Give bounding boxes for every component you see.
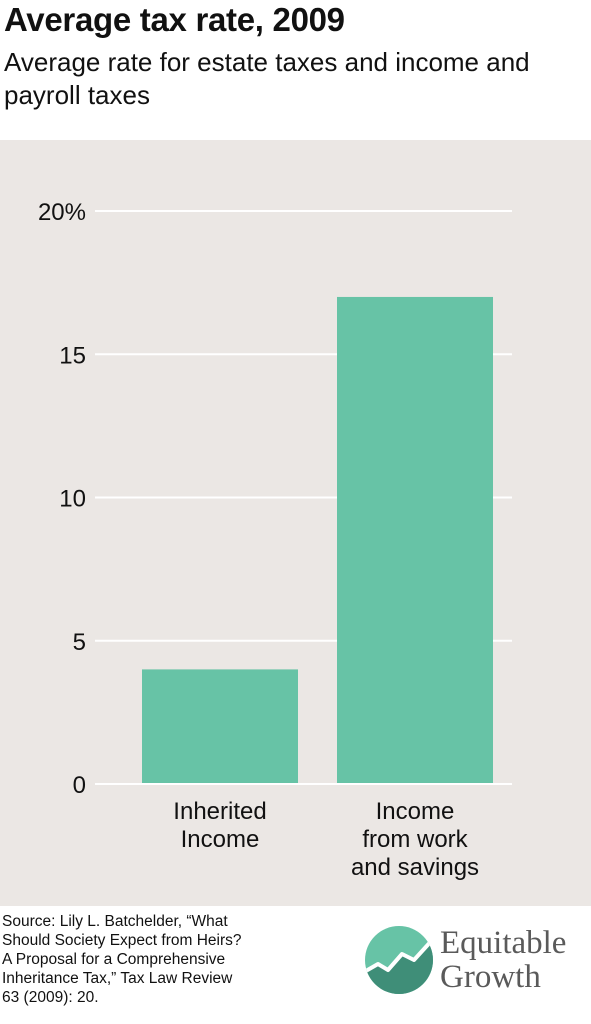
source-note: Source: Lily L. Batchelder, “What Should… [2,913,242,1006]
bar [142,669,298,783]
brand-name-line1: Equitable [440,925,567,961]
category-label-line: Income [376,798,455,825]
y-tick-label: 5 [73,629,86,656]
equitable-growth-logo: Equitable Growth [362,922,590,1002]
brand-name-line2: Growth [440,959,541,995]
chart-subtitle: Average rate for estate taxes and income… [4,47,530,110]
y-tick-label: 10 [59,486,86,513]
category-label-line: and savings [351,854,479,881]
y-tick-label: 0 [73,772,86,799]
category-label-line: from work [362,826,468,853]
category-label-line: Income [181,826,260,853]
category-label-line: Inherited [173,798,266,825]
bar [337,296,493,783]
category-label: Inherited Income [173,798,266,853]
category-label: Income from work and savings [351,798,479,881]
y-tick-label: 20% [38,199,86,226]
chart-title: Average tax rate, 2009 [4,1,345,38]
y-tick-label: 15 [59,342,86,369]
logo-mark-icon [365,926,433,994]
